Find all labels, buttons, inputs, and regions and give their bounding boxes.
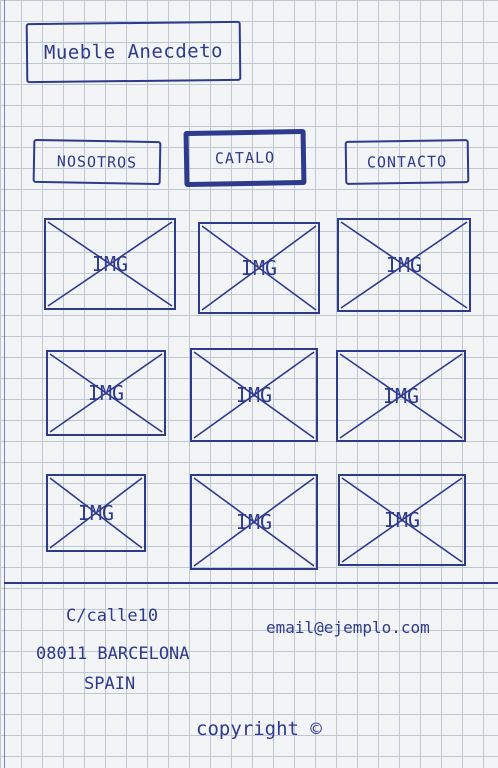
gallery-image-placeholder[interactable]: IMG bbox=[190, 348, 318, 442]
image-placeholder-icon bbox=[337, 218, 471, 312]
footer-divider bbox=[4, 582, 498, 584]
nav-contacto-label: CONTACTO bbox=[366, 152, 448, 172]
gallery-image-placeholder[interactable]: IMG bbox=[337, 218, 471, 312]
gallery-image-placeholder[interactable]: IMG bbox=[336, 350, 466, 442]
gallery-image-label: IMG bbox=[385, 253, 423, 277]
gallery-image-label: IMG bbox=[383, 508, 421, 532]
gallery-image-label: IMG bbox=[240, 256, 278, 280]
image-placeholder-icon bbox=[44, 218, 176, 310]
image-placeholder-icon bbox=[338, 474, 466, 566]
gallery-image-placeholder[interactable]: IMG bbox=[198, 222, 320, 314]
image-placeholder-icon bbox=[190, 348, 318, 442]
image-placeholder-icon bbox=[190, 474, 318, 570]
footer-address-city: 08011 BARCELONA bbox=[36, 644, 190, 664]
gallery-image-label: IMG bbox=[77, 501, 115, 525]
gallery-image-label: IMG bbox=[235, 510, 273, 534]
gallery-image-label: IMG bbox=[235, 383, 273, 407]
gallery-image-placeholder[interactable]: IMG bbox=[190, 474, 318, 570]
gallery-image-label: IMG bbox=[382, 384, 420, 408]
image-placeholder-icon bbox=[198, 222, 320, 314]
gallery-image-label: IMG bbox=[91, 252, 129, 276]
footer-copyright: copyright © bbox=[196, 718, 322, 740]
footer-address-country: SPAIN bbox=[84, 674, 136, 694]
page-left-border bbox=[4, 0, 5, 768]
gallery-image-label: IMG bbox=[87, 381, 125, 405]
gallery-image-placeholder[interactable]: IMG bbox=[338, 474, 466, 566]
site-logo[interactable]: Mueble Anecdeto bbox=[25, 20, 242, 84]
gallery-image-placeholder[interactable]: IMG bbox=[46, 474, 146, 552]
gallery-image-placeholder[interactable]: IMG bbox=[44, 218, 176, 310]
nav-nosotros-label: NOSOTROS bbox=[56, 152, 138, 172]
site-logo-text: Mueble Anecdeto bbox=[43, 40, 224, 64]
footer-address-street: C/calle10 bbox=[66, 606, 159, 626]
image-placeholder-icon bbox=[336, 350, 466, 442]
nav-nosotros-button[interactable]: NOSOTROS bbox=[32, 138, 162, 186]
footer-email-link[interactable]: email@ejemplo.com bbox=[266, 618, 430, 637]
nav-contacto-button[interactable]: CONTACTO bbox=[344, 139, 470, 185]
gallery-image-placeholder[interactable]: IMG bbox=[46, 350, 166, 436]
image-placeholder-icon bbox=[46, 474, 146, 552]
nav-catalogo-label: CATALO bbox=[214, 148, 276, 168]
image-placeholder-icon bbox=[46, 350, 166, 436]
nav-catalogo-button[interactable]: CATALO bbox=[183, 128, 307, 188]
